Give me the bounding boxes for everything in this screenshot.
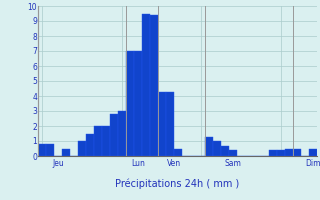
Bar	[142, 14, 150, 156]
Bar	[221, 146, 229, 156]
Bar	[94, 126, 102, 156]
Bar	[229, 150, 237, 156]
Bar	[166, 92, 174, 156]
Bar	[205, 137, 213, 156]
Bar	[78, 141, 86, 156]
Bar	[158, 92, 166, 156]
Bar	[213, 141, 221, 156]
Bar	[118, 111, 126, 156]
Bar	[126, 51, 134, 156]
Bar	[174, 148, 181, 156]
Text: Ven: Ven	[167, 159, 181, 168]
Text: Sam: Sam	[225, 159, 242, 168]
Bar	[38, 144, 46, 156]
Bar	[62, 148, 70, 156]
Text: Précipitations 24h ( mm ): Précipitations 24h ( mm )	[116, 179, 240, 189]
Bar	[86, 134, 94, 156]
Bar	[309, 148, 317, 156]
Bar	[46, 144, 54, 156]
Bar	[134, 51, 142, 156]
Bar	[110, 114, 118, 156]
Text: Dim: Dim	[305, 159, 320, 168]
Bar	[285, 148, 293, 156]
Bar	[269, 150, 277, 156]
Bar	[277, 150, 285, 156]
Bar	[102, 126, 110, 156]
Bar	[150, 15, 158, 156]
Text: Lun: Lun	[131, 159, 145, 168]
Bar	[293, 148, 301, 156]
Text: Jeu: Jeu	[52, 159, 64, 168]
